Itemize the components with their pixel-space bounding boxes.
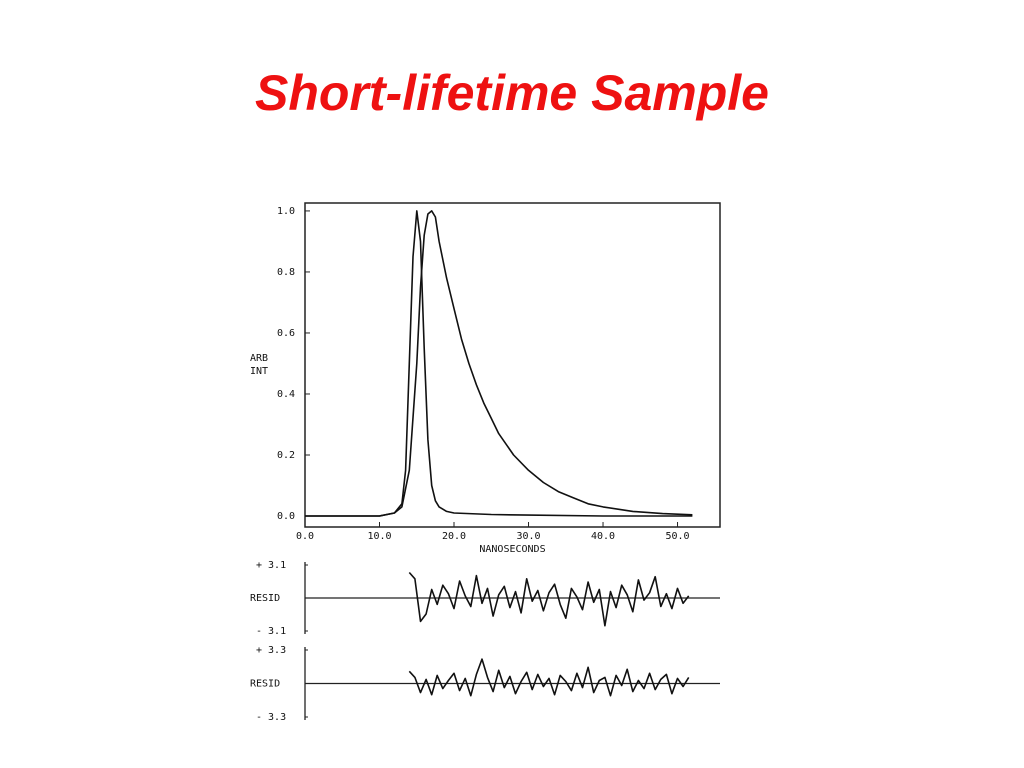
y-axis-label: RESID xyxy=(250,593,280,604)
y-axis-label: INT xyxy=(250,366,268,377)
y-tick-label: - 3.3 xyxy=(256,712,286,723)
y-tick-label: 0.2 xyxy=(277,450,295,461)
data-line xyxy=(408,571,690,627)
y-axis-label: RESID xyxy=(250,679,280,690)
plot-frame xyxy=(304,202,721,528)
x-tick-label: 30.0 xyxy=(516,531,540,542)
y-tick-label: + 3.1 xyxy=(256,560,286,571)
y-tick-label: 0.4 xyxy=(277,389,295,400)
y-tick-label: + 3.3 xyxy=(256,645,286,656)
y-axis-label: ARB xyxy=(250,353,268,364)
x-tick-label: 0.0 xyxy=(296,531,314,542)
data-line xyxy=(305,210,693,517)
data-line xyxy=(408,658,690,697)
y-tick-label: 0.0 xyxy=(277,511,295,522)
x-axis-label: NANOSECONDS xyxy=(479,544,545,555)
x-tick-label: 10.0 xyxy=(367,531,391,542)
slide-title: Short-lifetime Sample xyxy=(255,65,769,121)
data-line xyxy=(305,210,693,517)
y-tick-label: 1.0 xyxy=(277,206,295,217)
y-tick-label: - 3.1 xyxy=(256,626,286,637)
x-tick-label: 50.0 xyxy=(665,531,689,542)
y-tick-label: 0.8 xyxy=(277,267,295,278)
x-tick-label: 40.0 xyxy=(591,531,615,542)
x-tick-label: 20.0 xyxy=(442,531,466,542)
y-tick-label: 0.6 xyxy=(277,328,295,339)
